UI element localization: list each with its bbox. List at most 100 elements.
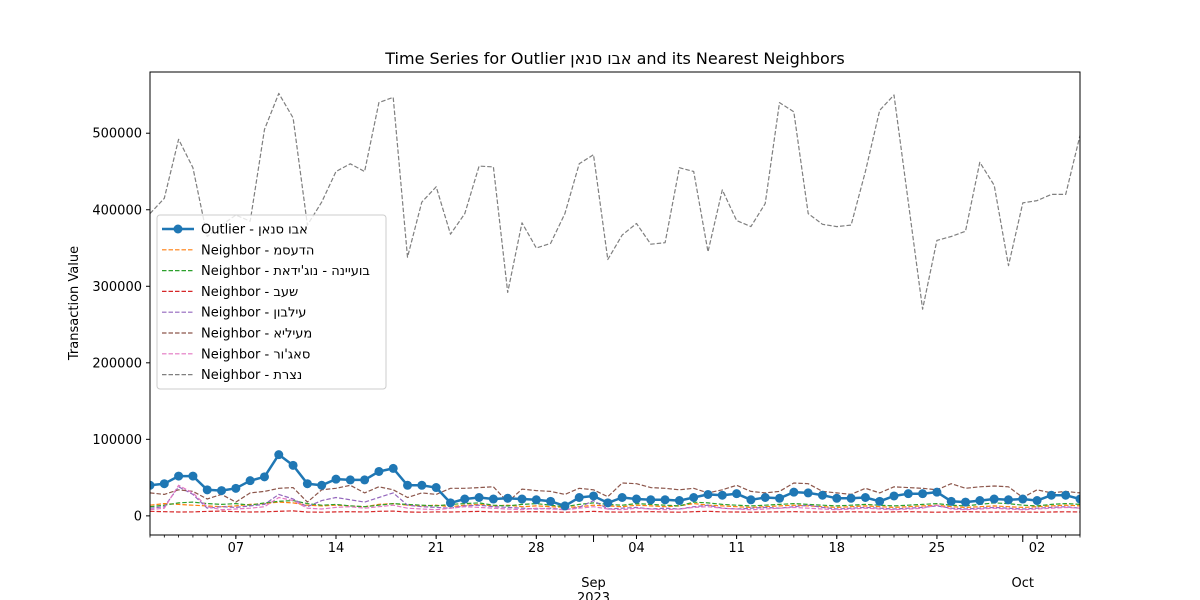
- data-point-outlier: [159, 479, 169, 489]
- data-point-outlier: [217, 486, 227, 496]
- data-point-outlier: [803, 488, 813, 498]
- series-line-neighbor: [150, 484, 1080, 511]
- data-point-outlier: [417, 480, 427, 490]
- data-point-outlier: [546, 496, 556, 506]
- data-point-outlier: [488, 494, 498, 504]
- data-point-outlier: [717, 490, 727, 500]
- data-point-outlier: [560, 501, 570, 511]
- data-point-outlier: [918, 489, 928, 499]
- data-point-outlier: [961, 497, 971, 507]
- series-line-neighbor: [150, 500, 1080, 508]
- data-point-outlier: [331, 474, 341, 484]
- data-point-outlier: [1018, 494, 1028, 504]
- data-point-outlier: [150, 480, 155, 490]
- data-point-outlier: [789, 487, 799, 497]
- x-tick-label: 28: [528, 541, 545, 556]
- data-point-outlier: [374, 466, 384, 476]
- data-point-outlier: [288, 460, 298, 470]
- data-point-outlier: [274, 450, 284, 460]
- x-tick-label: 04: [628, 541, 645, 556]
- data-point-outlier: [603, 498, 613, 508]
- data-point-outlier: [875, 496, 885, 506]
- x-tick-label: 18: [828, 541, 845, 556]
- series-layer: [150, 92, 1080, 513]
- y-tick-label: 300000: [92, 280, 142, 295]
- data-point-outlier: [302, 479, 312, 489]
- data-point-outlier: [631, 494, 641, 504]
- series-group: [150, 450, 1080, 511]
- y-tick-label: 400000: [92, 203, 142, 218]
- series-group: [150, 500, 1080, 508]
- data-point-outlier: [589, 491, 599, 501]
- data-point-outlier: [231, 483, 241, 493]
- data-point-outlier: [1075, 494, 1080, 504]
- legend-marker: [173, 224, 183, 234]
- legend-label: Neighbor - עילבון: [201, 306, 306, 321]
- data-point-outlier: [1061, 490, 1071, 500]
- data-point-outlier: [860, 493, 870, 503]
- x-tick-label: 02: [1029, 541, 1046, 556]
- data-point-outlier: [403, 480, 413, 490]
- legend-box: [156, 214, 387, 390]
- series-group: [150, 510, 1080, 513]
- data-point-outlier: [689, 493, 699, 503]
- chart-title: Time Series for Outlier אבו סנאן and its…: [384, 49, 844, 68]
- data-point-outlier: [517, 494, 527, 504]
- x-major-tick-label: Oct: [1012, 576, 1034, 591]
- data-point-outlier: [703, 489, 713, 499]
- x-major-tick-sublabel: 2023: [577, 591, 610, 600]
- data-point-outlier: [660, 495, 670, 505]
- data-point-outlier: [460, 494, 470, 504]
- data-point-outlier: [202, 485, 212, 495]
- x-tick-label: 21: [428, 541, 445, 556]
- data-point-outlier: [989, 494, 999, 504]
- data-point-outlier: [932, 487, 942, 497]
- data-point-outlier: [317, 480, 327, 490]
- data-point-outlier: [646, 495, 656, 505]
- data-point-outlier: [775, 493, 785, 503]
- x-major-tick-label: Sep: [581, 576, 606, 591]
- data-point-outlier: [1032, 496, 1042, 506]
- legend-label: Neighbor - סאג'ור: [201, 347, 310, 362]
- data-point-outlier: [503, 493, 513, 503]
- y-tick-label: 500000: [92, 127, 142, 142]
- y-tick-label: 200000: [92, 356, 142, 371]
- data-point-outlier: [245, 476, 255, 486]
- axes-frame: [149, 71, 1081, 536]
- data-point-outlier: [574, 493, 584, 503]
- data-point-outlier: [975, 496, 985, 506]
- y-axis-label: Transaction Value: [67, 246, 82, 361]
- plot-area: [149, 71, 1081, 536]
- data-point-outlier: [817, 490, 827, 500]
- y-tick-label: 0: [134, 509, 142, 524]
- data-point-outlier: [188, 471, 198, 481]
- legend: Outlier - אבו סנאן Neighbor - הדעסמ Neighb…: [156, 214, 387, 390]
- legend-label: Outlier - אבו סנאן: [201, 223, 308, 238]
- data-point-outlier: [832, 493, 842, 503]
- data-point-outlier: [1003, 495, 1013, 505]
- legend-label: Neighbor - בועיינה - נוג'ידאת: [201, 264, 370, 279]
- series-group: [150, 486, 1080, 511]
- series-line-neighbor: [150, 486, 1080, 511]
- data-point-outlier: [760, 493, 770, 503]
- data-point-outlier: [732, 489, 742, 499]
- legend-label: Neighbor - שעב: [201, 285, 298, 300]
- y-tick-label: 100000: [92, 433, 142, 448]
- data-point-outlier: [388, 463, 398, 473]
- x-tick-label: 11: [728, 541, 745, 556]
- data-point-outlier: [259, 472, 269, 482]
- x-tick-label: 14: [328, 541, 345, 556]
- data-point-outlier: [746, 495, 756, 505]
- data-point-outlier: [474, 493, 484, 503]
- data-point-outlier: [674, 496, 684, 506]
- series-line-neighbor: [150, 510, 1080, 513]
- x-tick-label: 07: [228, 541, 245, 556]
- series-group: [150, 484, 1080, 511]
- data-point-outlier: [903, 489, 913, 499]
- data-point-outlier: [531, 495, 541, 505]
- data-point-outlier: [174, 471, 184, 481]
- data-point-outlier: [445, 498, 455, 508]
- legend-label: Neighbor - הדעסמ: [201, 243, 314, 258]
